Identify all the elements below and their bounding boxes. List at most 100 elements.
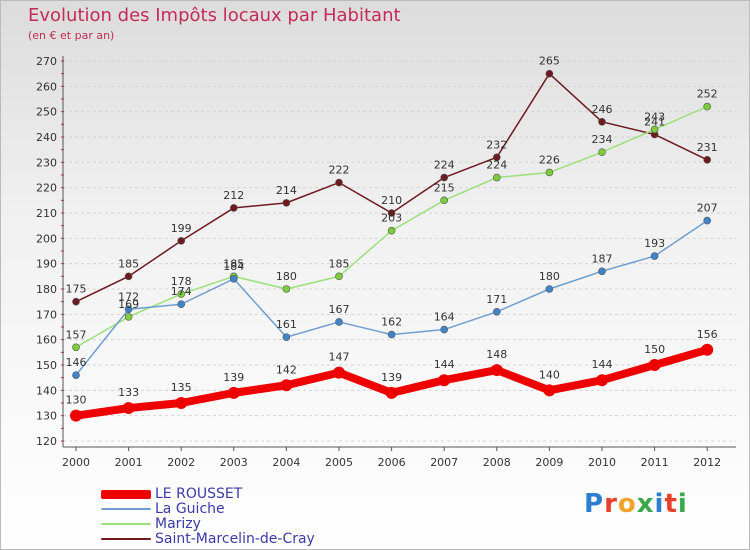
data-point: [387, 226, 396, 235]
data-label: 144: [592, 358, 613, 371]
x-tick-label: 2004: [272, 456, 300, 469]
y-tick-label: 160: [36, 334, 57, 347]
data-label: 224: [434, 159, 455, 172]
data-point: [177, 290, 185, 298]
y-tick-label: 170: [36, 308, 57, 321]
data-label: 243: [644, 110, 665, 123]
data-point: [387, 330, 396, 339]
data-label: 133: [118, 386, 139, 399]
x-tick-label: 2007: [430, 456, 458, 469]
data-point: [545, 285, 554, 293]
data-label: 212: [223, 189, 244, 202]
x-tick-label: 2002: [167, 456, 195, 469]
data-label: 203: [381, 212, 402, 225]
data-label: 187: [592, 252, 613, 265]
x-tick-label: 2003: [220, 456, 248, 469]
y-tick-label: 250: [36, 106, 57, 119]
data-point: [543, 384, 556, 397]
data-point: [701, 343, 714, 356]
data-point: [177, 300, 185, 309]
data-point: [440, 325, 449, 334]
data-point: [598, 118, 606, 126]
x-tick-label: 2001: [115, 456, 143, 469]
data-point: [648, 359, 661, 371]
data-label: 215: [434, 181, 455, 194]
x-tick-label: 2008: [483, 456, 511, 469]
data-point: [703, 216, 712, 225]
data-point: [333, 366, 345, 379]
data-label: 231: [697, 141, 718, 154]
y-tick-label: 220: [36, 182, 57, 195]
data-point: [72, 343, 80, 352]
data-label: 157: [66, 328, 87, 341]
data-label: 135: [171, 381, 192, 394]
data-point: [492, 153, 501, 162]
legend-item: Saint-Marcelin-de-Cray: [101, 531, 315, 547]
data-label: 234: [592, 133, 613, 146]
data-point: [230, 275, 238, 283]
data-label: 185: [223, 257, 244, 270]
data-label: 265: [539, 55, 560, 68]
data-point: [72, 297, 80, 306]
data-point: [175, 397, 188, 409]
data-label: 169: [118, 298, 139, 311]
legend-label: LE ROUSSET: [155, 486, 243, 502]
logo-letter: t: [664, 489, 678, 519]
data-point: [124, 272, 133, 281]
data-label: 172: [118, 290, 139, 303]
data-point: [596, 374, 608, 387]
data-label: 224: [486, 159, 507, 172]
data-label: 139: [381, 371, 402, 384]
data-label: 185: [118, 257, 139, 270]
logo-letter: o: [617, 489, 637, 519]
legend-item: Marizy: [101, 516, 201, 532]
y-tick-label: 240: [36, 131, 57, 144]
data-point: [335, 178, 343, 187]
data-label: 214: [276, 184, 297, 197]
legend-swatch: [101, 538, 151, 540]
data-point: [650, 252, 659, 260]
data-point: [282, 333, 291, 341]
x-tick-label: 2000: [62, 456, 90, 469]
data-point: [440, 173, 449, 182]
y-tick-label: 260: [36, 80, 57, 93]
data-point: [492, 307, 501, 316]
data-label: 193: [644, 237, 665, 250]
data-label: 162: [381, 316, 402, 329]
data-label: 146: [66, 356, 87, 369]
data-label: 156: [697, 328, 718, 341]
legend-label: La Guiche: [155, 501, 225, 517]
legend-label: Marizy: [155, 516, 201, 532]
data-label: 207: [697, 202, 718, 215]
y-tick-label: 150: [36, 359, 57, 372]
y-tick-label: 200: [36, 232, 57, 245]
data-label: 226: [539, 153, 560, 166]
data-point: [440, 196, 449, 205]
data-label: 178: [171, 275, 192, 288]
data-point: [230, 204, 238, 212]
x-tick-label: 2009: [535, 456, 563, 469]
data-point: [490, 364, 503, 377]
data-point: [545, 69, 554, 78]
data-point: [282, 199, 291, 207]
data-label: 199: [171, 222, 192, 235]
legend-label: Saint-Marcelin-de-Cray: [155, 531, 315, 547]
chart-title: Evolution des Impôts locaux par Habitant: [28, 5, 401, 26]
x-tick-label: 2010: [588, 456, 616, 469]
y-tick-label: 120: [36, 435, 57, 448]
logo-letter: i: [654, 489, 665, 519]
data-point: [122, 402, 135, 415]
data-point: [703, 102, 712, 111]
data-label: 142: [276, 363, 297, 376]
data-point: [227, 386, 240, 399]
y-tick-label: 210: [36, 207, 57, 220]
data-point: [282, 285, 291, 293]
data-point: [335, 272, 343, 281]
y-tick-label: 190: [36, 258, 57, 271]
data-point: [70, 409, 82, 422]
logo-letter: x: [636, 489, 655, 519]
data-point: [385, 386, 398, 399]
chart-subtitle: (en € et par an): [28, 29, 115, 42]
